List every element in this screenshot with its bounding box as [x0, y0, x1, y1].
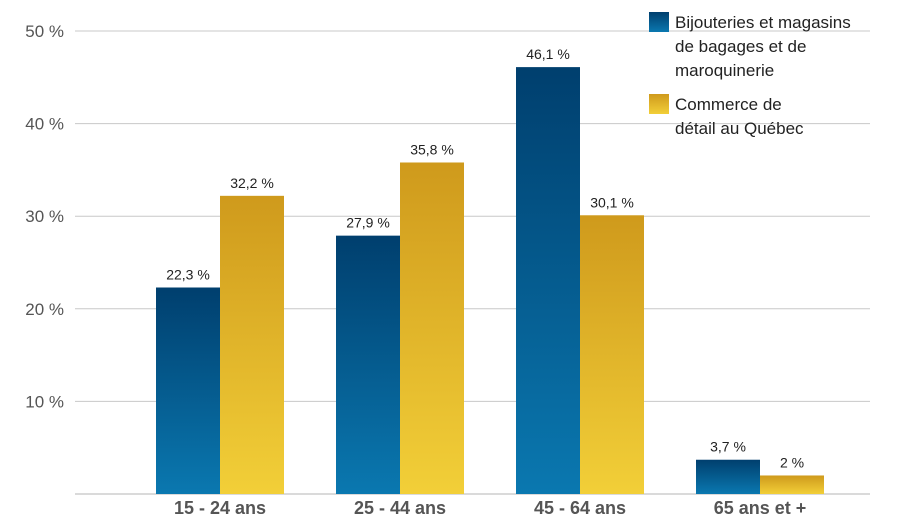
data-labels: 22,3 % 32,2 % 27,9 % 35,8 % 46,1 % 30,1 % 3,7 …: [166, 46, 804, 470]
legend-label: de bagages et de: [675, 37, 806, 56]
y-tick-label: 10 %: [25, 392, 64, 411]
legend-swatch: [649, 94, 669, 114]
bar: [760, 475, 824, 494]
data-label: 27,9 %: [346, 215, 390, 231]
x-tick-label: 65 ans et +: [714, 498, 807, 518]
legend-swatch: [649, 12, 669, 32]
bar: [696, 459, 760, 494]
bar: [336, 235, 400, 494]
legend-label: Bijouteries et magasins: [675, 13, 851, 32]
data-label: 30,1 %: [590, 194, 634, 210]
x-tick-label: 25 - 44 ans: [354, 498, 446, 518]
y-tick-label: 20 %: [25, 300, 64, 319]
bar: [516, 67, 580, 494]
data-label: 35,8 %: [410, 141, 454, 157]
x-tick-label: 15 - 24 ans: [174, 498, 266, 518]
legend: Bijouteries et magasins de bagages et de m…: [649, 12, 851, 138]
legend-label: maroquinerie: [675, 61, 774, 80]
y-tick-label: 30 %: [25, 207, 64, 226]
y-tick-label: 40 %: [25, 115, 64, 134]
bar: [156, 287, 220, 494]
y-axis-ticks: 10 % 20 % 30 % 40 % 50 %: [25, 22, 64, 411]
legend-label: détail au Québec: [675, 119, 804, 138]
bar: [220, 195, 284, 494]
x-tick-label: 45 - 64 ans: [534, 498, 626, 518]
data-label: 2 %: [780, 454, 804, 470]
bar: [580, 215, 644, 495]
data-label: 32,2 %: [230, 175, 274, 191]
legend-label: Commerce de: [675, 95, 782, 114]
bars: [156, 67, 824, 495]
x-axis-ticks: 15 - 24 ans 25 - 44 ans 45 - 64 ans 65 ans …: [174, 498, 806, 518]
bar: [400, 162, 464, 494]
y-tick-label: 50 %: [25, 22, 64, 41]
data-label: 46,1 %: [526, 46, 570, 62]
data-label: 3,7 %: [710, 439, 746, 455]
data-label: 22,3 %: [166, 267, 210, 283]
